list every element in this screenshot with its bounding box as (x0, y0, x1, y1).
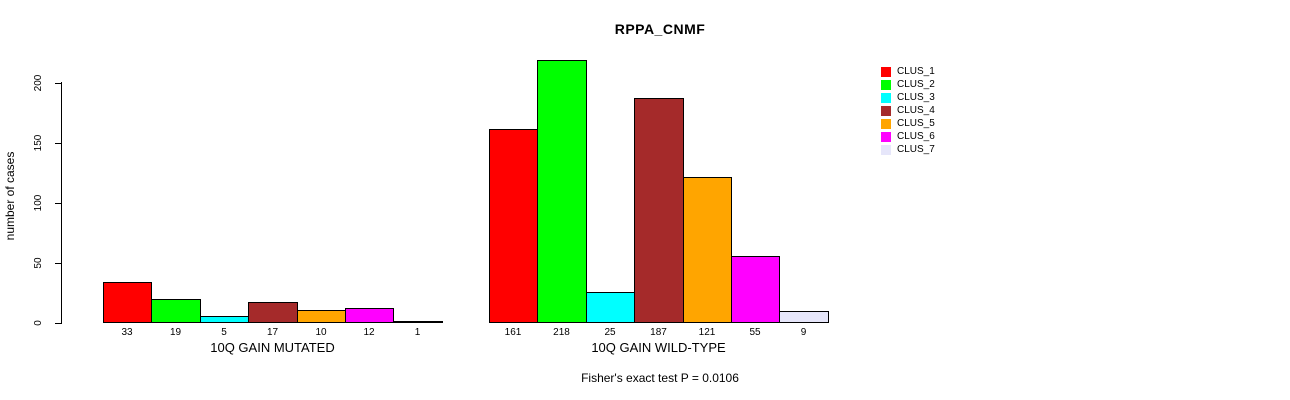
bar-mutated-clus_1 (103, 282, 152, 323)
legend-swatch-clus_3 (881, 93, 891, 103)
legend-swatch-clus_1 (881, 67, 891, 77)
bar-wild-type-clus_1 (489, 129, 538, 323)
bar-value-label: 9 (800, 327, 807, 338)
y-tick (55, 83, 61, 84)
y-tick (55, 203, 61, 204)
legend-label-clus_7: CLUS_7 (897, 144, 935, 155)
bar-value-label: 121 (698, 327, 716, 338)
bar-value-label: 10 (315, 327, 327, 338)
bar-mutated-clus_6 (345, 308, 394, 323)
bar-value-label: 33 (121, 327, 133, 338)
legend-swatch-clus_7 (881, 145, 891, 155)
bar-wild-type-clus_4 (634, 98, 684, 323)
legend-label-clus_4: CLUS_4 (897, 105, 935, 116)
y-tick-label: 200 (33, 74, 44, 92)
y-tick-label: 150 (33, 134, 44, 152)
legend-swatch-clus_6 (881, 132, 891, 142)
bar-mutated-clus_2 (151, 299, 201, 323)
bar-value-label: 55 (749, 327, 761, 338)
y-tick (55, 323, 61, 324)
bar-value-label: 161 (504, 327, 522, 338)
bar-value-label: 12 (363, 327, 375, 338)
legend-swatch-clus_5 (881, 119, 891, 129)
bar-mutated-clus_3 (200, 316, 249, 323)
y-axis-label: number of cases (3, 151, 17, 241)
bar-wild-type-clus_2 (537, 60, 587, 323)
bar-value-label: 187 (650, 327, 667, 338)
fisher-test-annotation: Fisher's exact test P = 0.0106 (581, 371, 739, 385)
bar-wild-type-clus_6 (731, 256, 780, 323)
bar-wild-type-clus_5 (683, 177, 732, 323)
bar-mutated-clus_7 (393, 321, 443, 323)
x-axis-group-label-mutated: 10Q GAIN MUTATED (210, 340, 335, 355)
y-axis-line (61, 82, 62, 324)
y-tick (55, 143, 61, 144)
bar-value-label: 5 (221, 327, 227, 338)
legend-label-clus_1: CLUS_1 (897, 66, 935, 77)
bar-wild-type-clus_7 (779, 311, 829, 323)
bar-mutated-clus_5 (297, 310, 346, 323)
bar-value-label: 19 (169, 327, 182, 338)
y-tick-label: 100 (33, 194, 44, 212)
bar-mutated-clus_4 (248, 302, 298, 323)
chart-title: RPPA_CNMF (614, 21, 706, 37)
y-tick (55, 263, 61, 264)
legend-label-clus_5: CLUS_5 (897, 118, 935, 129)
bar-value-label: 218 (553, 327, 570, 338)
y-tick-label: 0 (33, 320, 44, 326)
bar-value-label: 1 (414, 327, 421, 338)
legend-label-clus_2: CLUS_2 (897, 79, 935, 90)
bar-value-label: 25 (604, 327, 616, 338)
legend-label-clus_3: CLUS_3 (897, 92, 935, 103)
y-tick-label: 50 (33, 257, 44, 269)
legend-label-clus_6: CLUS_6 (897, 131, 935, 142)
x-axis-group-label-wild-type: 10Q GAIN WILD-TYPE (591, 340, 726, 355)
legend-swatch-clus_2 (881, 80, 891, 90)
bar-wild-type-clus_3 (586, 292, 635, 323)
bar-value-label: 17 (266, 327, 279, 338)
legend-swatch-clus_4 (881, 106, 891, 116)
